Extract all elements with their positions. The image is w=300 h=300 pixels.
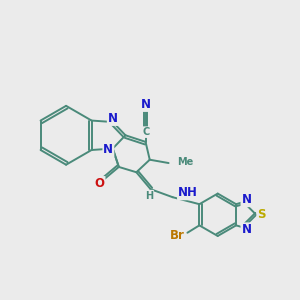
Text: C: C	[142, 127, 150, 137]
Text: N: N	[108, 112, 118, 125]
Text: H: H	[145, 190, 153, 201]
Text: O: O	[94, 177, 105, 190]
Text: NH: NH	[178, 186, 198, 199]
Text: N: N	[242, 224, 251, 236]
Text: Me: Me	[177, 157, 193, 166]
Text: N: N	[141, 98, 151, 111]
Text: S: S	[257, 208, 266, 221]
Text: Br: Br	[170, 229, 184, 242]
Text: N: N	[103, 143, 113, 157]
Text: N: N	[242, 193, 251, 206]
